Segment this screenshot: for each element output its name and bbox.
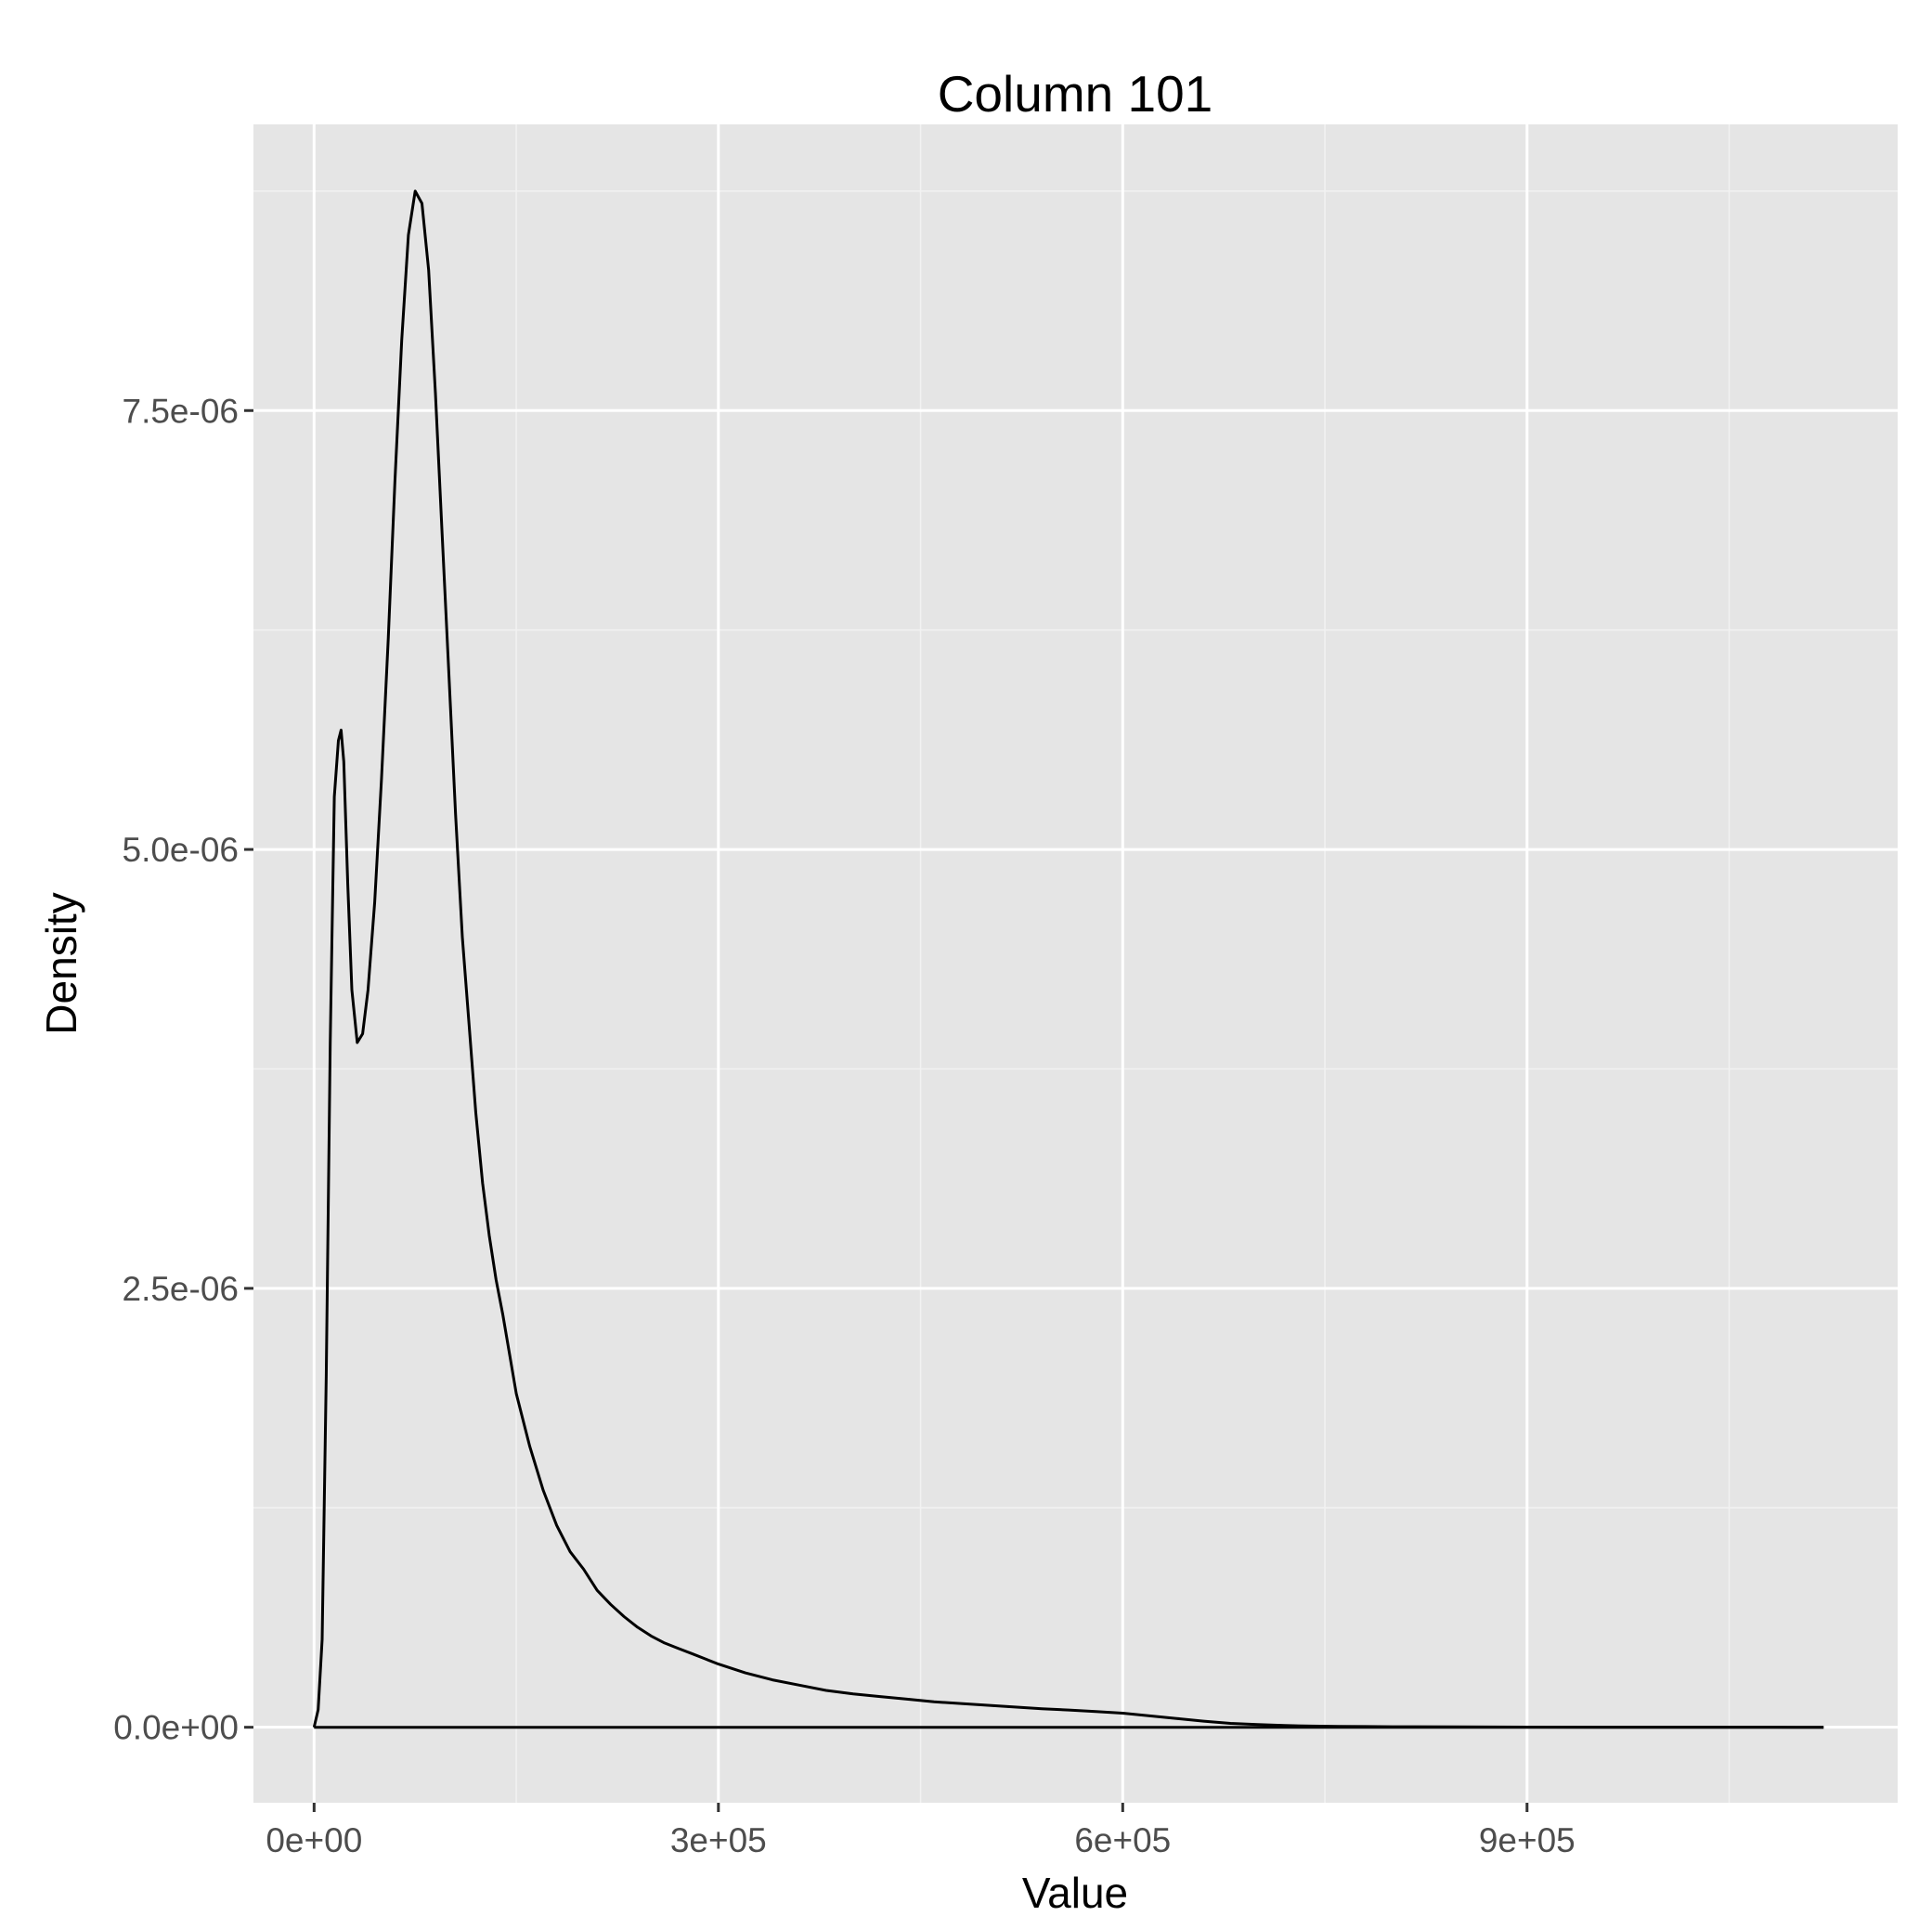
- x-axis-title: Value: [1022, 1869, 1128, 1917]
- minor-grid: [253, 124, 1898, 1803]
- x-tick-label: 0e+00: [266, 1821, 362, 1859]
- y-tick-label: 5.0e-06: [123, 831, 240, 869]
- y-tick-label: 2.5e-06: [123, 1270, 240, 1308]
- plot-panel: [253, 124, 1898, 1803]
- x-tick-label: 6e+05: [1074, 1821, 1171, 1859]
- x-tick-label: 9e+05: [1479, 1821, 1575, 1859]
- y-axis-title: Density: [37, 892, 85, 1034]
- density-series-line: [312, 189, 1824, 1729]
- chart-title: Column 101: [938, 65, 1213, 123]
- x-axis: 0e+00 3e+05 6e+05 9e+05: [266, 1803, 1575, 1859]
- x-tick-label: 3e+05: [670, 1821, 767, 1859]
- y-tick-label: 7.5e-06: [123, 392, 240, 430]
- y-tick-label: 0.0e+00: [113, 1709, 239, 1747]
- y-axis: 0.0e+00 2.5e-06 5.0e-06 7.5e-06: [113, 392, 253, 1747]
